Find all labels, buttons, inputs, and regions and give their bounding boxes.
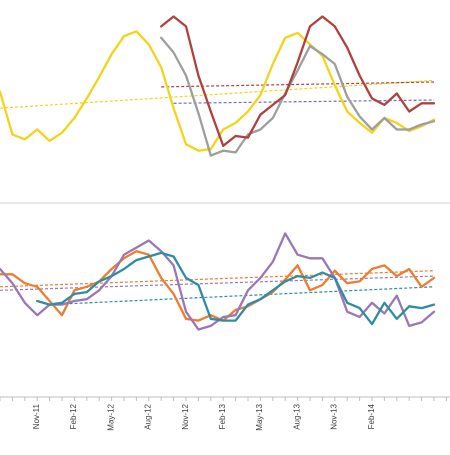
x-tick-label-3: May-12	[106, 403, 115, 430]
bottom-trendline-1	[0, 270, 435, 288]
top-trendline-1	[0, 79, 435, 109]
x-tick-label-7: May-13	[255, 403, 264, 430]
top-series-line-1	[0, 30, 436, 152]
top-trendline-2	[161, 81, 435, 88]
bottom-x-ticks	[0, 397, 447, 401]
top-series-lines	[0, 15, 436, 157]
x-tick-label-10: Feb-14	[367, 403, 376, 429]
x-tick-label-6: Feb-13	[218, 403, 227, 429]
x-tick-label-2: Feb-12	[69, 403, 78, 429]
top-series-line-2	[160, 36, 436, 157]
top-trendline-3	[173, 99, 435, 104]
bottom-series-lines	[0, 232, 436, 331]
x-tick-label-5: Nov-12	[181, 403, 190, 429]
bottom-trendline-3	[49, 286, 435, 306]
x-tick-label-9: Nov-13	[330, 403, 339, 429]
top-series-line-3	[160, 15, 436, 147]
x-tick-label-8: Aug-13	[292, 403, 301, 429]
bottom-panel: Nov-11 Feb-12 May-12 Aug-12 Nov-12 Feb-13 May-…	[0, 232, 450, 431]
bottom-x-tick-labels: Nov-11 Feb-12 May-12 Aug-12 Nov-12 Feb-13 May-…	[32, 403, 376, 430]
top-panel	[0, 15, 450, 204]
bottom-series-line-1	[0, 250, 436, 322]
bottom-series-line-3	[36, 251, 436, 326]
x-tick-label-4: Aug-12	[144, 403, 153, 429]
bottom-series-line-2	[0, 232, 436, 331]
x-tick-label-1: Nov-11	[32, 403, 41, 429]
